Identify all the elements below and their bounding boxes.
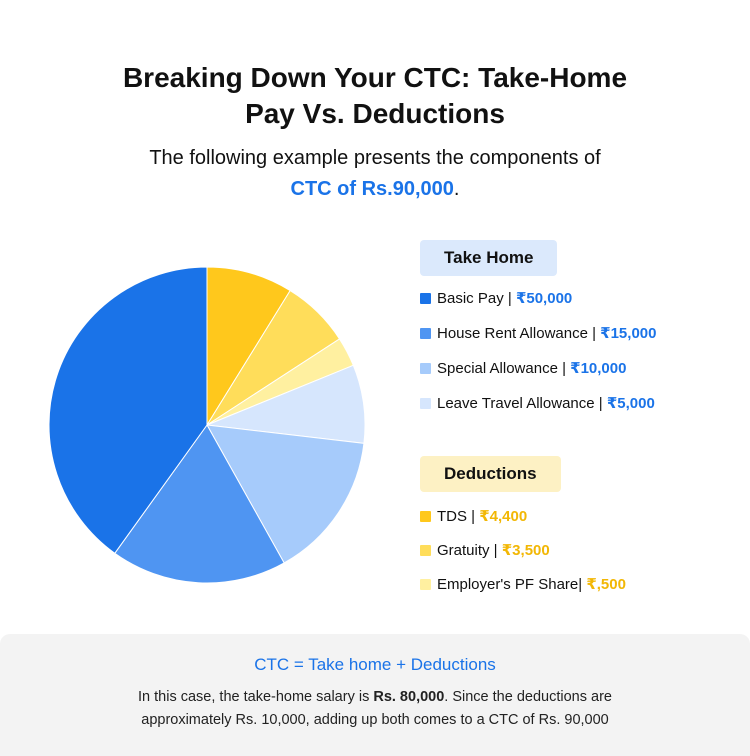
take-home-amount: Rs. 80,000 — [373, 689, 445, 705]
footer-panel: CTC = Take home + Deductions In this cas… — [0, 634, 750, 756]
legend-item: Leave Travel Allowance | ₹5,000 — [420, 393, 655, 415]
legend-item: Basic Pay | ₹50,000 — [420, 288, 572, 310]
title-line-1: Breaking Down Your CTC: Take-Home — [122, 62, 628, 93]
legend-item: TDS | ₹4,400 — [420, 506, 527, 528]
legend-item: Gratuity | ₹3,500 — [420, 540, 550, 562]
legend-value: ₹3,500 — [501, 542, 550, 559]
legend-swatch — [420, 293, 431, 304]
legend-item: House Rent Allowance | ₹15,000 — [420, 323, 656, 345]
legend-swatch — [420, 398, 431, 409]
subtitle-line-1: The following example presents the compo… — [149, 147, 601, 169]
pie-chart — [48, 266, 366, 584]
pie-slice-tds — [206, 266, 291, 427]
explanation-text-1: In this case, the take-home salary is — [138, 689, 374, 705]
subtitle-period: . — [453, 178, 460, 200]
legend-swatch — [420, 579, 431, 590]
pie-slice-basic-pay — [48, 266, 208, 554]
legend-label: Leave Travel Allowance | — [437, 395, 607, 412]
legend-label: House Rent Allowance | — [437, 325, 601, 342]
chart-subtitle: The following example presents the compo… — [0, 143, 750, 205]
legend-value: ₹,500 — [586, 576, 626, 593]
ctc-amount-highlight: CTC of Rs.90,000 — [290, 178, 454, 200]
legend-swatch — [420, 328, 431, 339]
legend-swatch — [420, 545, 431, 556]
legend-value: ₹10,000 — [570, 360, 627, 377]
legend-label: Gratuity | — [437, 542, 502, 559]
pie-slice-special-allowance — [206, 424, 365, 564]
take-home-group-label: Take Home — [420, 240, 558, 276]
subtitle-line-2: CTC of Rs.90,000. — [0, 174, 750, 205]
legend-item: Special Allowance | ₹10,000 — [420, 358, 626, 380]
chart-title: Breaking Down Your CTC: Take-Home Pay Vs… — [0, 60, 750, 132]
legend-item: Employer's PF Share| ₹,500 — [420, 574, 626, 596]
legend-value: ₹50,000 — [515, 290, 573, 307]
legend-swatch — [420, 511, 431, 522]
legend-value: ₹4,400 — [479, 508, 528, 525]
legend-label: Basic Pay | — [437, 290, 516, 307]
legend-label: TDS | — [437, 508, 480, 525]
legend-label: Employer's PF Share| — [437, 576, 587, 593]
legend-value: ₹5,000 — [606, 395, 655, 412]
deductions-group-label: Deductions — [420, 456, 561, 492]
title-line-2: Pay Vs. Deductions — [245, 98, 505, 129]
explanation-text-2: . Since the deductions are approximately… — [141, 689, 612, 728]
legend-value: ₹15,000 — [600, 325, 657, 342]
legend-swatch — [420, 363, 431, 374]
legend-label: Special Allowance | — [437, 360, 571, 377]
ctc-formula: CTC = Take home + Deductions — [254, 655, 496, 674]
footer-explanation: In this case, the take-home salary is Rs… — [95, 686, 655, 732]
pie-slice-house-rent-allowance — [114, 424, 285, 584]
